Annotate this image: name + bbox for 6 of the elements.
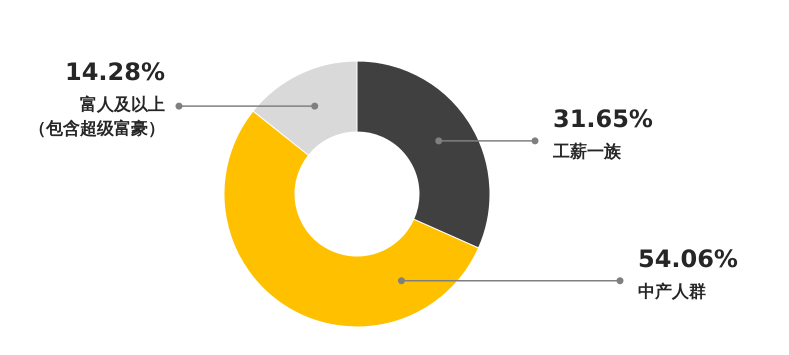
slice-label: 中产人群: [638, 282, 706, 302]
slice-label: 富人及以上（包含超级富豪）: [29, 95, 165, 140]
data-label: 31.65%: [553, 104, 653, 133]
data-label: 54.06%: [638, 244, 738, 273]
data-label: 14.28%: [65, 58, 165, 86]
slice-label: 工薪一族: [552, 142, 622, 162]
